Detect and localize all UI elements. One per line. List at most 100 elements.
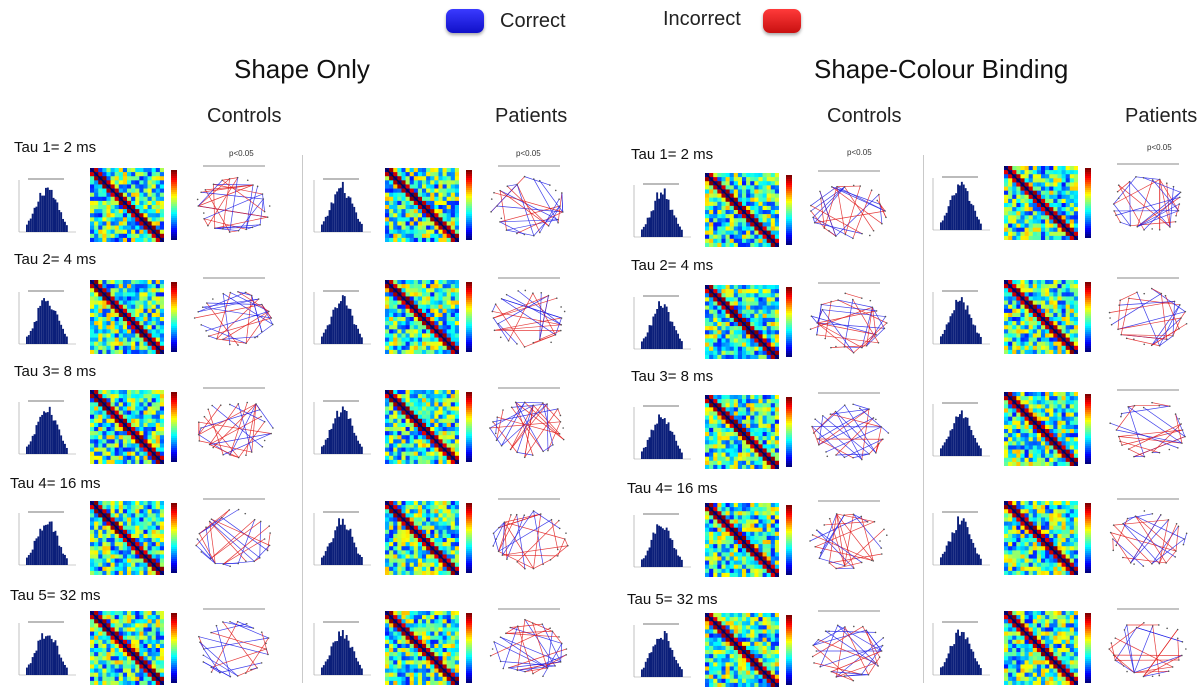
pvalue-controls-right: p<0.05: [847, 148, 872, 157]
histogram-left-patients-4: [313, 509, 371, 567]
colorbar-right-controls-2: [786, 287, 792, 357]
tau-label-right-1: Tau 1= 2 ms: [631, 146, 713, 163]
divider-left-panel: [302, 155, 303, 683]
colorbar-left-patients-3: [466, 392, 472, 462]
correlation-matrix-left-patients-4: [385, 501, 459, 575]
histogram-left-patients-5: [313, 619, 371, 677]
colorbar-right-patients-4: [1085, 503, 1091, 573]
correlation-matrix-right-patients-4: [1004, 501, 1078, 575]
tau-label-right-4: Tau 4= 16 ms: [627, 480, 717, 497]
colorbar-right-controls-5: [786, 615, 792, 685]
correlation-matrix-right-controls-5: [705, 613, 779, 687]
histogram-right-controls-2: [633, 293, 691, 351]
correlation-matrix-right-patients-1: [1004, 166, 1078, 240]
colorbar-right-patients-3: [1085, 394, 1091, 464]
correlation-matrix-right-controls-2: [705, 285, 779, 359]
pvalue-patients-left: p<0.05: [516, 149, 541, 158]
incorrect-swatch: [763, 9, 801, 33]
network-graph-right-patients-1: [1103, 162, 1193, 242]
colorbar-left-controls-5: [171, 613, 177, 683]
correlation-matrix-left-patients-3: [385, 390, 459, 464]
legend-correct-label: Correct: [500, 10, 566, 33]
correlation-matrix-right-patients-5: [1004, 611, 1078, 685]
tau-label-left-5: Tau 5= 32 ms: [10, 587, 100, 604]
network-graph-left-patients-3: [484, 386, 574, 466]
histogram-right-patients-5: [932, 619, 990, 677]
group-title-patients-left: Patients: [495, 105, 567, 128]
histogram-left-controls-4: [18, 509, 76, 567]
colorbar-right-controls-4: [786, 505, 792, 575]
network-graph-left-controls-1: [189, 164, 279, 244]
panel-title-shape-only: Shape Only: [234, 54, 370, 85]
histogram-left-patients-3: [313, 398, 371, 456]
network-graph-right-controls-1: [804, 169, 894, 249]
correlation-matrix-right-patients-3: [1004, 392, 1078, 466]
tau-label-left-3: Tau 3= 8 ms: [14, 363, 96, 380]
pvalue-patients-right: p<0.05: [1147, 143, 1172, 152]
histogram-left-controls-2: [18, 288, 76, 346]
histogram-right-patients-4: [932, 509, 990, 567]
colorbar-left-patients-2: [466, 282, 472, 352]
correlation-matrix-left-controls-2: [90, 280, 164, 354]
network-graph-right-patients-5: [1103, 607, 1193, 687]
correlation-matrix-left-patients-5: [385, 611, 459, 685]
network-graph-left-patients-5: [484, 607, 574, 687]
correlation-matrix-left-controls-5: [90, 611, 164, 685]
histogram-right-controls-4: [633, 511, 691, 569]
histogram-left-controls-1: [18, 176, 76, 234]
correlation-matrix-left-controls-4: [90, 501, 164, 575]
group-title-controls-left: Controls: [207, 105, 281, 128]
network-graph-right-patients-4: [1103, 497, 1193, 577]
correlation-matrix-right-controls-1: [705, 173, 779, 247]
correlation-matrix-right-patients-2: [1004, 280, 1078, 354]
network-graph-right-controls-5: [804, 609, 894, 689]
histogram-left-patients-2: [313, 288, 371, 346]
colorbar-left-patients-1: [466, 170, 472, 240]
correct-swatch: [446, 9, 484, 33]
histogram-right-controls-3: [633, 403, 691, 461]
colorbar-left-patients-5: [466, 613, 472, 683]
colorbar-left-controls-3: [171, 392, 177, 462]
tau-label-left-4: Tau 4= 16 ms: [10, 475, 100, 492]
network-graph-left-patients-2: [484, 276, 574, 356]
colorbar-right-patients-2: [1085, 282, 1091, 352]
panel-title-shape-colour: Shape-Colour Binding: [814, 54, 1068, 85]
network-graph-left-patients-4: [484, 497, 574, 577]
colorbar-right-controls-1: [786, 175, 792, 245]
colorbar-right-controls-3: [786, 397, 792, 467]
network-graph-left-controls-5: [189, 607, 279, 687]
correlation-matrix-right-controls-4: [705, 503, 779, 577]
divider-right-panel: [923, 155, 924, 683]
histogram-left-patients-1: [313, 176, 371, 234]
network-graph-right-controls-4: [804, 499, 894, 579]
histogram-right-patients-2: [932, 288, 990, 346]
correlation-matrix-left-controls-1: [90, 168, 164, 242]
network-graph-right-patients-3: [1103, 388, 1193, 468]
correlation-matrix-left-patients-2: [385, 280, 459, 354]
network-graph-left-controls-2: [189, 276, 279, 356]
tau-label-right-5: Tau 5= 32 ms: [627, 591, 717, 608]
colorbar-left-patients-4: [466, 503, 472, 573]
histogram-left-controls-5: [18, 619, 76, 677]
colorbar-left-controls-2: [171, 282, 177, 352]
network-graph-right-patients-2: [1103, 276, 1193, 356]
tau-label-right-2: Tau 2= 4 ms: [631, 257, 713, 274]
histogram-right-controls-1: [633, 181, 691, 239]
correlation-matrix-right-controls-3: [705, 395, 779, 469]
network-graph-right-controls-2: [804, 281, 894, 361]
correlation-matrix-left-controls-3: [90, 390, 164, 464]
legend-incorrect-label: Incorrect: [663, 8, 741, 31]
group-title-controls-right: Controls: [827, 105, 901, 128]
colorbar-left-controls-4: [171, 503, 177, 573]
tau-label-left-2: Tau 2= 4 ms: [14, 251, 96, 268]
network-graph-left-controls-3: [189, 386, 279, 466]
group-title-patients-right: Patients: [1125, 105, 1197, 128]
histogram-left-controls-3: [18, 398, 76, 456]
network-graph-left-patients-1: [484, 164, 574, 244]
pvalue-controls-left: p<0.05: [229, 149, 254, 158]
network-graph-left-controls-4: [189, 497, 279, 577]
histogram-right-patients-1: [932, 174, 990, 232]
histogram-right-patients-3: [932, 400, 990, 458]
colorbar-left-controls-1: [171, 170, 177, 240]
colorbar-right-patients-1: [1085, 168, 1091, 238]
